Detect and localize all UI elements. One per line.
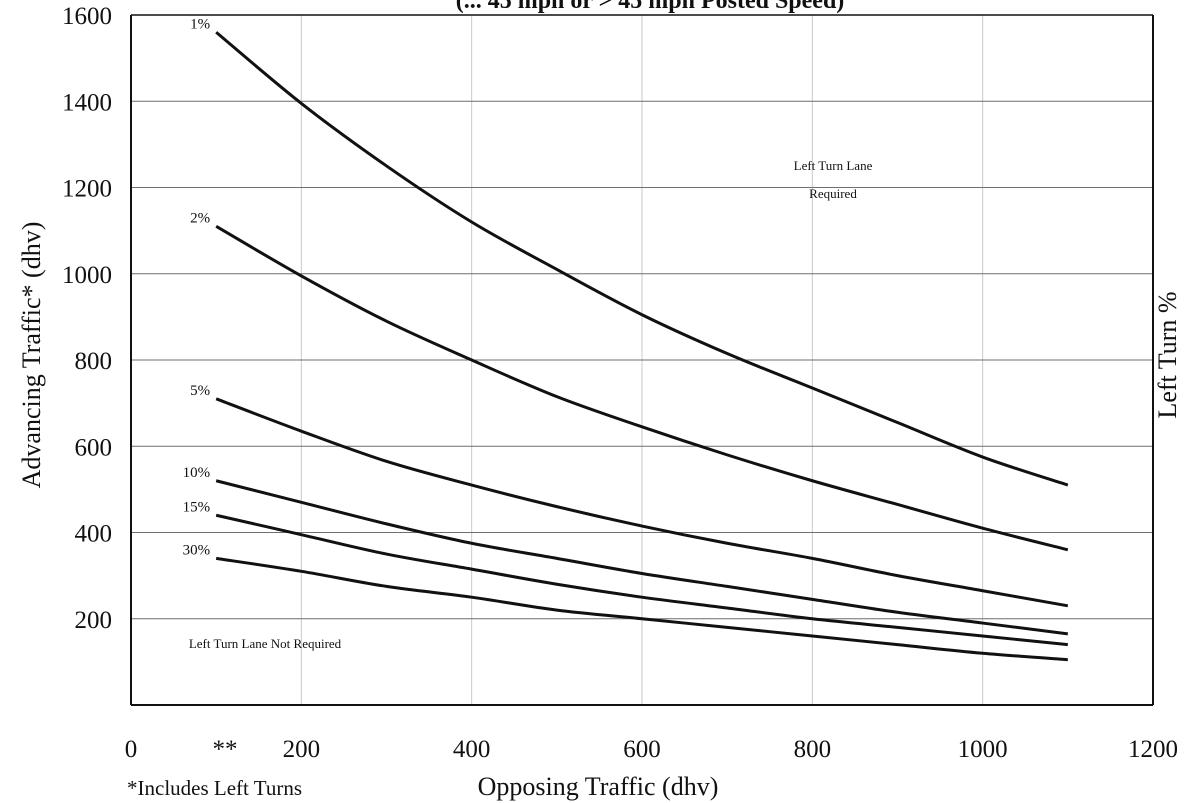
y-tick-1600: 1600 (62, 3, 112, 30)
y-tick-600: 600 (75, 434, 113, 461)
x-axis-title: Opposing Traffic (dhv) (478, 772, 719, 801)
series-label-2pct: 2% (190, 210, 210, 226)
y-tick-1200: 1200 (62, 176, 112, 203)
x-tick-1000: 1000 (958, 736, 1008, 763)
required-label-line1: Left Turn Lane (794, 158, 873, 173)
y-tick-200: 200 (75, 607, 113, 634)
series-line-30pct (215, 556, 1068, 662)
series-label-10pct: 10% (183, 465, 211, 481)
y-axis-title: Advancing Traffic* (dhv) (17, 222, 46, 489)
series-lines (215, 31, 1069, 662)
x-tick-200: 200 (283, 736, 321, 763)
axes (130, 14, 1154, 706)
series-label-15pct: 15% (183, 499, 211, 515)
y-tick-800: 800 (75, 348, 113, 375)
series-line-1pct (215, 31, 1069, 487)
double-star-mark: ** (213, 736, 238, 763)
series-label-5pct: 5% (190, 383, 210, 399)
series-label-30pct: 30% (183, 542, 211, 558)
x-tick-0: 0 (125, 736, 138, 763)
grid-lines (131, 15, 1153, 705)
series-labels: 1% 2% 5% 10% 15% 30% (183, 16, 211, 558)
y-tick-1000: 1000 (62, 262, 112, 289)
series-line-15pct (215, 513, 1068, 647)
not-required-label: Left Turn Lane Not Required (189, 636, 342, 651)
series-line-10pct (215, 479, 1069, 636)
series-label-1pct: 1% (190, 16, 210, 32)
x-tick-800: 800 (794, 736, 832, 763)
x-tick-400: 400 (453, 736, 491, 763)
required-label-line2: Required (809, 186, 857, 201)
chart-title: (... 45 mph or > 45 mph Posted Speed) (456, 0, 845, 14)
x-tick-600: 600 (623, 736, 661, 763)
footnote: *Includes Left Turns (127, 776, 302, 800)
series-line-5pct (215, 397, 1069, 608)
y-tick-400: 400 (75, 521, 113, 548)
x-tick-1200: 1200 (1128, 736, 1178, 763)
y-tick-1400: 1400 (62, 89, 112, 116)
tick-labels: 0 200 400 600 800 1000 1200 200 400 600 800 1000 120… (62, 3, 1178, 763)
right-axis-title: Left Turn % (1153, 291, 1182, 418)
series-line-2pct (215, 225, 1069, 552)
